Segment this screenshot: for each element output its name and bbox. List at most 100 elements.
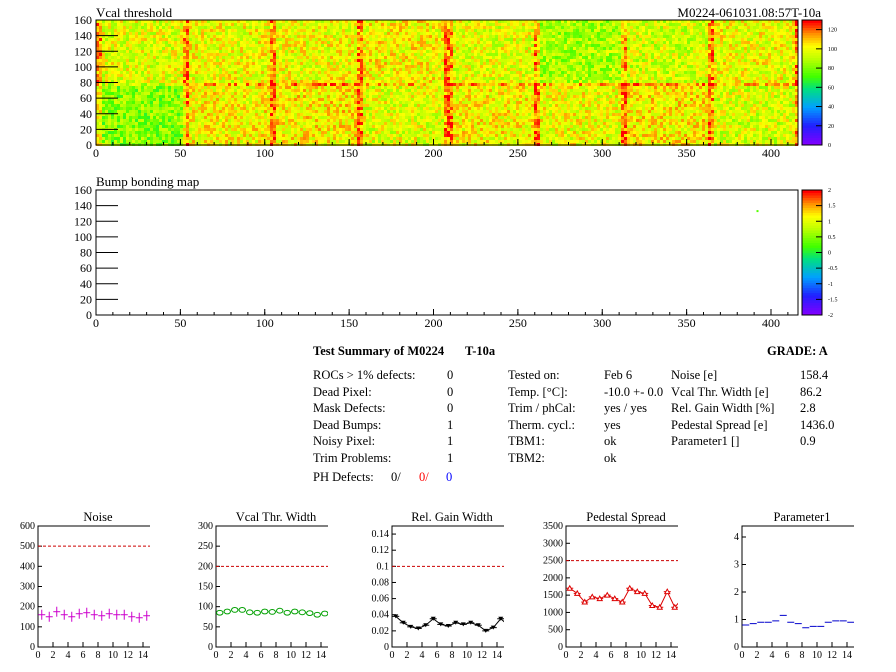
y-tick-label: 100 (198, 602, 213, 613)
x-tick-label: 300 (593, 316, 611, 330)
data-point (291, 608, 299, 615)
y-tick-label: 0.02 (372, 626, 390, 637)
x-tick-label: 14 (666, 650, 676, 661)
x-tick-label: 200 (425, 146, 443, 160)
data-point (467, 620, 475, 625)
x-tick-label: 2 (405, 650, 410, 661)
summary-defect-value: 1 (447, 417, 454, 432)
summary-result-label: Pedestal Spread [e] (671, 417, 768, 432)
y-tick-label: 0.1 (377, 561, 390, 572)
x-tick-label: 50 (174, 316, 186, 330)
y-tick-label: 500 (548, 625, 563, 636)
y-tick-label: 1500 (543, 590, 563, 601)
x-tick-label: 4 (594, 650, 599, 661)
data-point (663, 588, 671, 595)
data-point (414, 626, 422, 631)
grade-label: GRADE: A (767, 344, 828, 358)
data-point (626, 584, 634, 591)
y-tick-label: 0 (208, 642, 213, 653)
y-tick-label: 120 (74, 44, 92, 58)
summary-test-label: Trim / phCal: (508, 401, 576, 415)
x-tick-label: 14 (842, 650, 852, 661)
summary-test-value: yes (604, 417, 621, 432)
y-tick-label: 0 (384, 642, 389, 653)
x-tick-label: 50 (174, 146, 186, 160)
data-point (482, 628, 490, 633)
summary-defect-label: Noisy Pixel: (313, 434, 376, 448)
summary-test-value: ok (604, 434, 617, 448)
data-point (38, 609, 46, 620)
data-point (223, 608, 231, 615)
summary-defect-label: ROCs > 1% defects: (313, 368, 416, 382)
y-tick-label: 0.06 (372, 594, 390, 605)
y-tick-label: 20 (80, 292, 92, 306)
y-tick-label: 160 (74, 183, 92, 197)
x-tick-label: 4 (244, 650, 249, 661)
series-line (395, 615, 504, 632)
z-tick-label: 0.5 (828, 235, 836, 241)
plot-frame (37, 525, 150, 648)
summary-defect-value: 0 (447, 384, 454, 399)
y-tick-label: 200 (20, 602, 35, 613)
x-tick-label: 150 (340, 316, 358, 330)
summary-defect-value: 0 (447, 368, 454, 382)
plot-title: Parameter1 (774, 510, 831, 524)
data-point (596, 595, 604, 602)
data-point (474, 623, 482, 628)
z-tick-label: 120 (828, 28, 837, 34)
z-tick-label: -1 (828, 282, 833, 288)
heatmap-cells (96, 20, 798, 146)
data-point (83, 607, 91, 618)
data-point (437, 622, 445, 627)
x-tick-label: 0 (564, 650, 569, 661)
data-point (618, 598, 626, 605)
summary-test-value: ok (604, 450, 617, 465)
x-tick-label: 10 (812, 650, 822, 661)
y-tick-label: 0.12 (372, 545, 390, 556)
data-point (459, 622, 467, 627)
bump-bonding-title: Bump bonding map (96, 174, 200, 189)
x-tick-label: 0 (740, 650, 745, 661)
summary-result-label: Noise [e] (671, 368, 718, 382)
y-tick-label: 100 (74, 230, 92, 244)
data-point (444, 624, 452, 629)
y-tick-label: 80 (80, 76, 92, 90)
data-point (105, 608, 113, 619)
plot-title: Noise (83, 510, 113, 524)
y-tick-label: 3000 (543, 538, 563, 549)
x-tick-label: 200 (425, 316, 443, 330)
x-tick-label: 4 (66, 650, 71, 661)
y-tick-label: 100 (20, 622, 35, 633)
summary-test-label: Temp. [°C]: (508, 384, 568, 399)
data-point (90, 609, 98, 620)
summary-test-label: TBM2: (508, 450, 545, 465)
data-point (407, 624, 415, 629)
y-tick-label: 600 (20, 521, 35, 532)
summary-defect-label: Dead Bumps: (313, 417, 382, 432)
x-tick-label: 10 (286, 650, 296, 661)
x-tick-label: 250 (509, 316, 527, 330)
summary-test-value: yes / yes (604, 401, 648, 415)
y-tick-label: 3 (734, 560, 739, 571)
z-tick-label: 60 (828, 85, 834, 91)
y-tick-label: 0 (86, 308, 92, 322)
y-tick-label: 50 (203, 622, 213, 633)
plot-frame (741, 525, 854, 648)
y-tick-label: 200 (198, 561, 213, 572)
plot-title: Pedestal Spread (586, 510, 666, 524)
y-tick-label: 2 (734, 587, 739, 598)
data-point (641, 589, 649, 596)
y-tick-label: 0.14 (372, 529, 390, 540)
z-tick-label: -1.5 (828, 297, 838, 303)
summary-test-label: TBM1: (508, 434, 545, 448)
x-tick-label: 10 (462, 650, 472, 661)
y-tick-label: 300 (20, 582, 35, 593)
y-tick-label: 160 (74, 13, 92, 27)
data-point (113, 609, 121, 620)
plot-title: Vcal Thr. Width (236, 510, 317, 524)
data-point (98, 610, 106, 621)
ph-defects-value-3: 0 (446, 470, 453, 484)
x-tick-label: 2 (579, 650, 584, 661)
data-point (75, 608, 83, 619)
